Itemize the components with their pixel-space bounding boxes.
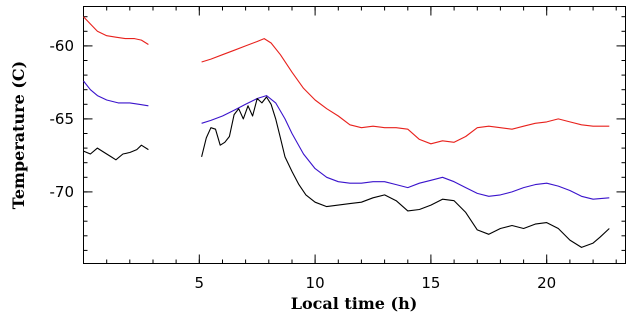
series-1-line-segment-1 bbox=[83, 16, 149, 45]
x-tick-label: 20 bbox=[537, 274, 556, 292]
series-1-line-segment-2 bbox=[201, 38, 610, 145]
x-tick-label: 10 bbox=[306, 274, 325, 292]
series-2-line-segment-1 bbox=[83, 80, 149, 107]
x-axis-label: Local time (h) bbox=[291, 294, 418, 313]
series-2-line-segment-2 bbox=[201, 95, 610, 200]
x-tick-labels: 5 10 15 20 bbox=[195, 274, 557, 292]
axis-ticks bbox=[83, 6, 626, 264]
y-axis-label: Temperature (C) bbox=[9, 61, 28, 209]
y-tick-labels: -60 -65 -70 bbox=[50, 37, 75, 201]
x-tick-label: 15 bbox=[421, 274, 440, 292]
y-tick-label: -65 bbox=[50, 110, 75, 128]
series-lines bbox=[83, 16, 610, 248]
y-tick-label: -60 bbox=[50, 37, 75, 55]
x-tick-label: 5 bbox=[195, 274, 205, 292]
plot-frame bbox=[83, 6, 626, 264]
series-3-line-segment-2 bbox=[201, 96, 610, 248]
y-tick-label: -70 bbox=[50, 183, 75, 201]
series-3-line-segment-1 bbox=[83, 144, 149, 161]
